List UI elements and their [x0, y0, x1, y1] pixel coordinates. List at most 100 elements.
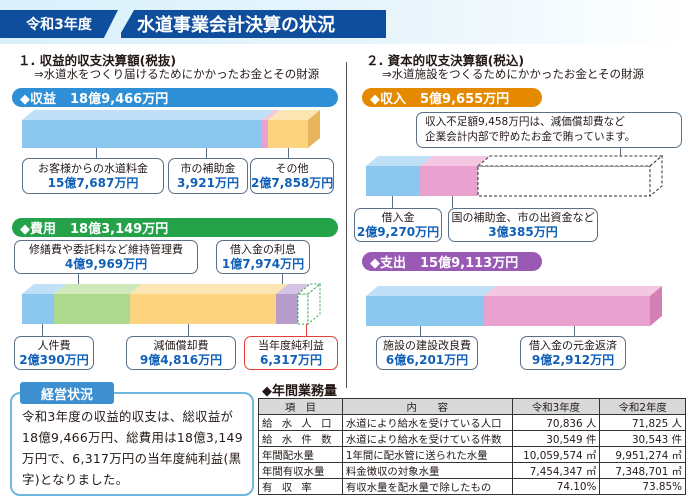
- callout-label: 減価償却費: [153, 339, 209, 352]
- table-row: 給 水 人 口 水道により給水を受けている人口 70,836 人 71,825 …: [258, 414, 686, 431]
- table-cell: 水道により給水を受けている人口: [341, 414, 513, 431]
- year-tag: 令和3年度: [0, 10, 118, 38]
- management-title: 経営状況: [20, 382, 114, 404]
- table-row: 有 収 率 有収水量を配水量で除したもの 74.10% 73.85%: [258, 478, 686, 495]
- income-bar-subsidies: [420, 156, 490, 196]
- callout-value: 3,921万円: [177, 176, 239, 190]
- table-cell: 71,825 人: [599, 414, 686, 431]
- table-cell: 水道により給水を受けている件数: [341, 430, 513, 447]
- outgo-bar: [366, 286, 662, 326]
- note-line: 収入不足額9,458万円は、減価償却費など: [425, 116, 625, 128]
- table-cell: 9,951,274 ㎥: [599, 446, 686, 463]
- callout-value: 2億390万円: [19, 353, 89, 367]
- section-divider: [346, 62, 347, 388]
- callout-depreciation: 減価償却費 9億4,816万円: [126, 336, 236, 370]
- income-label: ◆収入: [370, 92, 406, 107]
- operations-title: ◆年間業務量: [262, 384, 337, 399]
- callout-value: 9億2,912万円: [531, 353, 615, 367]
- table-cell: 有 収 率: [258, 478, 343, 495]
- expense-bar-personnel: [22, 284, 66, 324]
- callout-label: お客様からの水道料金: [38, 162, 148, 175]
- callout-value: 6,317万円: [260, 353, 322, 367]
- callout-construction: 施設の建設改良費 6億6,201万円: [376, 336, 478, 370]
- expense-bar-depreciation: [130, 284, 288, 324]
- right-section-subheading: ⇒水道施設をつくるためにかかったお金とその財源: [382, 67, 645, 81]
- table-header-row: 項 目 内 容 令和3年度 令和2年度: [258, 398, 686, 415]
- leader-line: [42, 324, 44, 336]
- left-section-heading: １. 収益的収支決算額(税抜): [18, 53, 177, 68]
- column-header: 令和2年度: [599, 398, 686, 415]
- callout-label: 借入金の元金返済: [529, 339, 617, 352]
- callout-maintenance: 修繕費や委託料など維持管理費 4億9,969万円: [14, 240, 198, 274]
- table-cell: 給 水 件 数: [258, 430, 343, 447]
- leader-line: [574, 326, 576, 336]
- callout-label: 借入金の利息: [230, 243, 296, 256]
- expense-pill: ◆費用 18億3,149万円: [12, 218, 338, 237]
- callout-value: 4億9,969万円: [64, 257, 148, 271]
- expense-bar: [22, 282, 322, 326]
- income-amount: 5億9,655万円: [420, 92, 510, 107]
- callout-label: 修繕費や委託料など維持管理費: [29, 243, 183, 256]
- table-cell: 料金徴収の対象水量: [341, 462, 513, 479]
- revenue-pill: ◆収益 18億9,466万円: [12, 88, 338, 107]
- revenue-bar-other: [268, 110, 320, 148]
- operations-table: 項 目 内 容 令和3年度 令和2年度 給 水 人 口 水道により給水を受けてい…: [258, 398, 686, 495]
- callout-value: 2億9,270万円: [356, 225, 440, 239]
- expense-bar-net-income: [296, 282, 322, 326]
- callout-value: 2億7,858万円: [251, 176, 334, 190]
- table-cell: 73.85%: [599, 478, 686, 495]
- leader-line: [392, 196, 394, 208]
- income-bar: [366, 154, 664, 198]
- income-bar-shortfall: [476, 154, 664, 198]
- income-pill: ◆収入 5億9,655万円: [362, 88, 542, 107]
- leader-line: [288, 148, 290, 158]
- outgo-amount: 15億9,113万円: [420, 256, 519, 271]
- outgo-bar-repayment: [484, 286, 662, 326]
- callout-label: 施設の建設改良費: [383, 339, 471, 352]
- callout-repayment: 借入金の元金返済 9億2,912万円: [520, 336, 626, 370]
- table-cell: 7,348,701 ㎥: [599, 462, 686, 479]
- expense-amount: 18億3,149万円: [70, 222, 169, 237]
- table-cell: 年間有収水量: [258, 462, 343, 479]
- callout-other-revenue: その他 2億7,858万円: [250, 158, 334, 194]
- management-box: [10, 392, 254, 496]
- callout-interest: 借入金の利息 1億7,974万円: [216, 240, 310, 274]
- table-cell: 1年間に配水管に送られた水量: [341, 446, 513, 463]
- table-cell: 30,543 件: [599, 430, 686, 447]
- callout-water-charges: お客様からの水道料金 15億7,687万円: [22, 158, 164, 194]
- left-section-subheading: ⇒水道水をつくり届けるためにかかったお金とその財源: [34, 67, 320, 81]
- table-cell: 7,454,347 ㎥: [511, 462, 601, 479]
- leader-line: [452, 196, 454, 208]
- expense-bar-maintenance: [54, 284, 142, 324]
- column-header: 令和3年度: [511, 398, 601, 415]
- income-bar-loans: [366, 156, 432, 196]
- expense-bar-interest: [276, 284, 310, 324]
- outgo-pill: ◆支出 15億9,113万円: [362, 252, 542, 271]
- leader-line: [620, 148, 622, 162]
- callout-city-subsidy: 市の補助金 3,921万円: [168, 158, 248, 194]
- callout-value: 3億385万円: [488, 225, 558, 239]
- leader-line: [188, 324, 190, 336]
- table-row: 給 水 件 数 水道により給水を受けている件数 30,549 件 30,543 …: [258, 430, 686, 447]
- column-header: 内 容: [341, 398, 513, 415]
- callout-label: 当年度純利益: [258, 339, 324, 352]
- leader-line: [282, 274, 284, 286]
- expense-label: ◆費用: [20, 222, 56, 237]
- revenue-amount: 18億9,466万円: [70, 92, 169, 107]
- leader-line: [306, 324, 308, 336]
- callout-personnel: 人件費 2億390万円: [14, 336, 94, 370]
- table-row: 年間有収水量 料金徴収の対象水量 7,454,347 ㎥ 7,348,701 ㎥: [258, 462, 686, 479]
- leader-line: [420, 326, 422, 336]
- revenue-bar: [22, 110, 320, 148]
- column-header: 項 目: [258, 398, 343, 415]
- leader-line: [96, 148, 98, 158]
- table-cell: 30,549 件: [511, 430, 601, 447]
- management-text: 令和3年度の収益的収支は、総収益が18億9,466万円、総費用は18億3,149…: [22, 409, 243, 487]
- table-cell: 給 水 人 口: [258, 414, 343, 431]
- callout-value: 15億7,687万円: [47, 176, 139, 190]
- shortfall-note: 収入不足額9,458万円は、減価償却費など 企業会計内部で貯めたお金で賄っていま…: [416, 112, 682, 148]
- table-cell: 10,059,574 ㎥: [511, 446, 601, 463]
- table-cell: 70,836 人: [511, 414, 601, 431]
- callout-loans: 借入金 2億9,270万円: [354, 208, 442, 242]
- table-cell: 有収水量を配水量で除したもの: [341, 478, 513, 495]
